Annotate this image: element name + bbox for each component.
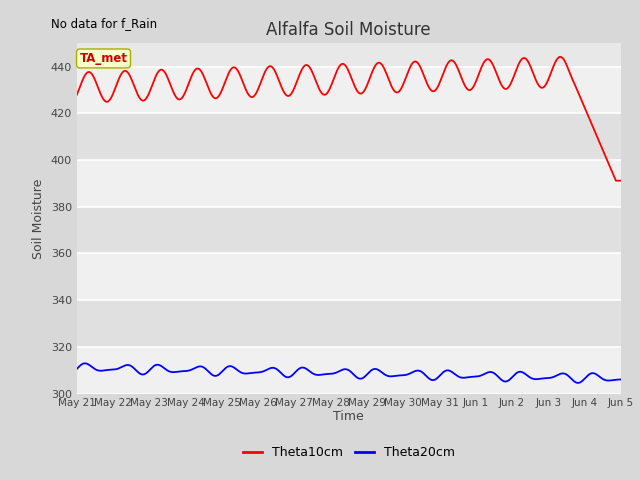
Bar <box>77 300 621 347</box>
Bar <box>77 160 621 207</box>
Bar <box>77 67 621 113</box>
Y-axis label: Soil Moisture: Soil Moisture <box>32 178 45 259</box>
Legend: Theta10cm, Theta20cm: Theta10cm, Theta20cm <box>238 442 460 465</box>
Bar <box>77 347 621 394</box>
Bar <box>77 207 621 253</box>
Text: No data for f_Rain: No data for f_Rain <box>51 17 157 30</box>
Bar <box>77 253 621 300</box>
Text: TA_met: TA_met <box>79 52 127 65</box>
Bar <box>77 113 621 160</box>
X-axis label: Time: Time <box>333 410 364 423</box>
Title: Alfalfa Soil Moisture: Alfalfa Soil Moisture <box>266 21 431 39</box>
